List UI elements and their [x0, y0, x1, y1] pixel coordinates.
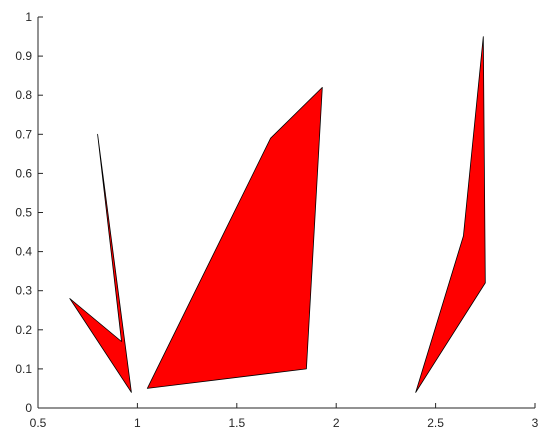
y-tick-label: 0.8 — [15, 88, 32, 102]
x-tick-label: 1 — [134, 416, 141, 430]
y-tick-label: 0.1 — [15, 362, 32, 376]
x-tick-label: 0.5 — [30, 416, 47, 430]
y-tick-label: 1 — [25, 10, 32, 24]
y-tick-label: 0.7 — [15, 127, 32, 141]
y-axis-ticks: 0 0.1 0.2 0.3 0.4 0.5 0.6 0.7 0.8 0.9 1 — [15, 10, 43, 415]
polygon-layer — [69, 36, 486, 393]
x-tick-label: 1.5 — [228, 416, 245, 430]
y-tick-label: 0.2 — [15, 323, 32, 337]
y-tick-label: 0.9 — [15, 49, 32, 63]
x-tick-label: 2.5 — [427, 416, 444, 430]
x-axis-ticks: 0.5 1 1.5 2 2.5 3 — [30, 403, 539, 430]
y-tick-label: 0.4 — [15, 245, 32, 259]
polygon-patch-2 — [146, 87, 323, 389]
y-tick-label: 0.3 — [15, 284, 32, 298]
y-tick-label: 0.6 — [15, 166, 32, 180]
y-tick-label: 0.5 — [15, 206, 32, 220]
x-tick-label: 3 — [532, 416, 539, 430]
y-tick-label: 0 — [25, 401, 32, 415]
x-tick-label: 2 — [333, 416, 340, 430]
polygon-patch-3 — [415, 36, 486, 393]
polygon-patch-1 — [69, 133, 132, 393]
